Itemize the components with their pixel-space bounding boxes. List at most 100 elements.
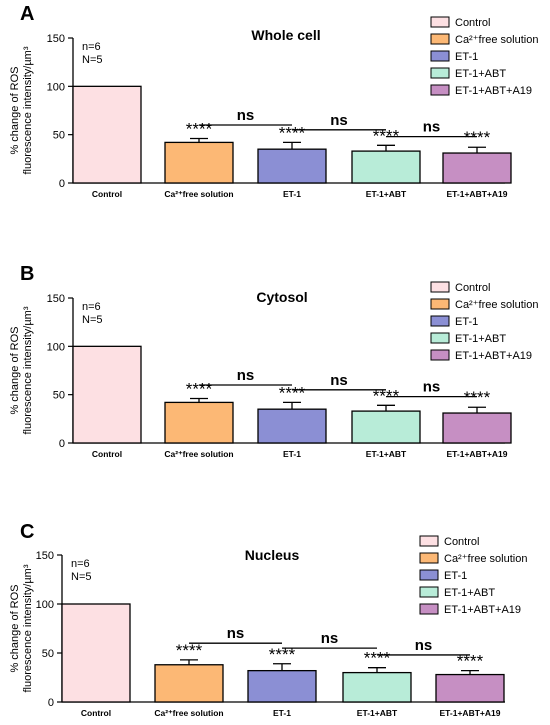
legend-swatch — [430, 315, 450, 327]
panel-letter: B — [20, 263, 34, 285]
bar — [154, 664, 224, 703]
legend-swatch — [419, 603, 439, 615]
y-tick-label: 0 — [48, 697, 54, 709]
ns-label: ns — [227, 625, 245, 642]
bar — [257, 408, 327, 444]
legend-swatch — [419, 586, 439, 598]
n-label: n=6 — [71, 558, 90, 570]
y-tick-label: 100 — [36, 599, 54, 611]
bar — [435, 673, 505, 703]
x-tick-label: Control — [92, 189, 122, 199]
bar — [61, 603, 131, 703]
legend-swatch — [419, 569, 439, 581]
legend-label: Ca²⁺free solution — [455, 34, 538, 46]
legend-swatch — [430, 67, 450, 79]
bar — [351, 410, 421, 444]
significance-stars: **** — [457, 652, 484, 671]
significance-stars: **** — [373, 126, 400, 145]
legend-label: ET-1+ABT+A19 — [455, 350, 532, 362]
bar — [257, 148, 327, 184]
x-tick-label: ET-1 — [273, 708, 291, 718]
ns-label: ns — [321, 630, 339, 647]
y-tick-label: 50 — [42, 648, 54, 660]
chart-panel-a: A Whole cell n=6N=5 % change of ROSfluoresc… — [9, 3, 538, 199]
x-tick-label: ET-1 — [283, 189, 301, 199]
chart-title: Whole cell — [251, 27, 320, 43]
x-tick-label: ET-1 — [283, 449, 301, 459]
y-tick-label: 0 — [59, 178, 65, 190]
y-axis-label: % change of ROSfluorescence intensity/µm… — [9, 46, 34, 174]
y-tick-label: 100 — [47, 341, 65, 353]
n-label: n=6 — [82, 41, 101, 53]
bar — [442, 152, 512, 184]
panel-letter: A — [20, 3, 34, 25]
ns-label: ns — [237, 107, 255, 124]
bar — [164, 401, 234, 444]
ns-label: ns — [237, 367, 255, 384]
legend-label: Ca²⁺free solution — [444, 553, 527, 565]
legend-label: ET-1 — [444, 570, 467, 582]
y-tick-label: 150 — [47, 293, 65, 305]
legend-swatch — [430, 298, 450, 310]
bar — [342, 671, 412, 703]
legend-swatch — [430, 332, 450, 344]
legend-label: Control — [444, 536, 479, 548]
significance-stars: **** — [176, 641, 203, 660]
legend-swatch — [430, 50, 450, 62]
legend-swatch — [430, 33, 450, 45]
y-tick-label: 100 — [47, 81, 65, 93]
significance-stars: **** — [279, 123, 306, 142]
significance-stars: **** — [464, 128, 491, 147]
x-tick-label: ET-1+ABT+A19 — [447, 449, 508, 459]
legend-label: ET-1+ABT+A19 — [444, 604, 521, 616]
y-axis-label-line1: % change of ROS — [9, 584, 21, 672]
y-axis-label-line2: fluorescence intensity/µm³ — [22, 306, 34, 434]
legend-swatch — [419, 552, 439, 564]
y-tick-label: 0 — [59, 438, 65, 450]
y-tick-label: 50 — [53, 130, 65, 142]
x-tick-label: Ca²⁺free solution — [154, 708, 223, 718]
legend-swatch — [430, 84, 450, 96]
legend-label: ET-1 — [455, 51, 478, 63]
legend-swatch — [419, 535, 439, 547]
y-axis-label: % change of ROSfluorescence intensity/µm… — [9, 306, 34, 434]
ns-label: ns — [330, 112, 348, 129]
x-tick-label: ET-1+ABT+A19 — [447, 189, 508, 199]
N-label: N=5 — [82, 54, 103, 66]
x-tick-label: Control — [81, 708, 111, 718]
ns-label: ns — [415, 637, 433, 654]
chart-title: Nucleus — [245, 547, 300, 563]
bar — [72, 85, 142, 184]
y-tick-label: 50 — [53, 390, 65, 402]
N-label: N=5 — [71, 571, 92, 583]
ns-label: ns — [330, 372, 348, 389]
legend-swatch — [430, 281, 450, 293]
y-tick-label: 150 — [47, 33, 65, 45]
legend-label: Control — [455, 282, 490, 294]
legend-label: Ca²⁺free solution — [455, 299, 538, 311]
n-label: n=6 — [82, 301, 101, 313]
bar — [72, 345, 142, 444]
legend-swatch — [430, 16, 450, 28]
legend-label: ET-1+ABT — [455, 333, 506, 345]
legend-label: Control — [455, 17, 490, 29]
ns-label: ns — [423, 379, 441, 396]
significance-stars: **** — [464, 388, 491, 407]
significance-stars: **** — [269, 645, 296, 664]
ns-label: ns — [423, 119, 441, 136]
x-tick-label: Control — [92, 449, 122, 459]
legend-label: ET-1+ABT — [444, 587, 495, 599]
panel-letter: C — [20, 521, 34, 543]
x-tick-label: ET-1+ABT+A19 — [440, 708, 501, 718]
y-axis-label-line2: fluorescence intensity/µm³ — [22, 564, 34, 692]
N-label: N=5 — [82, 314, 103, 326]
x-tick-label: Ca²⁺free solution — [164, 449, 233, 459]
x-tick-label: ET-1+ABT — [366, 449, 407, 459]
bar — [442, 412, 512, 444]
chart-panel-c: C Nucleus n=6N=5 % change of ROSfluorescenc… — [9, 521, 527, 718]
chart-panel-b: B Cytosol n=6N=5 % change of ROSfluorescenc… — [9, 263, 538, 459]
y-axis-label-line1: % change of ROS — [9, 326, 21, 414]
significance-stars: **** — [364, 649, 391, 668]
bar — [164, 141, 234, 184]
